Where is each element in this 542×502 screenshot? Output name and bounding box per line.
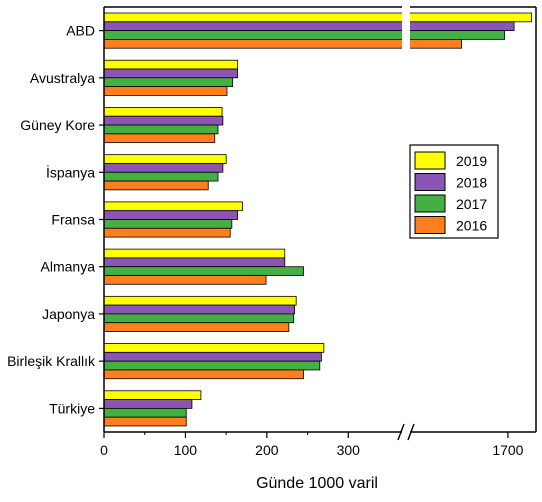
- y-tick-label: Avustralya: [30, 70, 95, 86]
- bar: [103, 322, 290, 332]
- bar: [103, 30, 505, 40]
- x-tick-label: 0: [100, 442, 108, 458]
- bar: [103, 219, 233, 229]
- bar: [103, 369, 304, 380]
- bar: [103, 107, 223, 117]
- bar: [103, 248, 286, 259]
- bar: [103, 68, 238, 79]
- bar: [103, 201, 243, 212]
- legend: 2019 2018 2017 2016: [409, 144, 499, 239]
- axis-break-marker: [397, 423, 405, 441]
- bar: [103, 399, 193, 409]
- x-tick-label: 300: [337, 442, 361, 458]
- y-tick-label: Japonya: [42, 306, 95, 322]
- bar: [103, 21, 515, 31]
- bar: [103, 416, 187, 427]
- bar: [103, 171, 219, 182]
- bar: [103, 313, 295, 324]
- legend-label: 2019: [456, 153, 487, 169]
- bar: [103, 275, 267, 285]
- bar: [103, 86, 228, 96]
- y-tick-label: Fransa: [51, 211, 95, 227]
- bar: [103, 343, 325, 353]
- bar: [103, 115, 224, 126]
- bar: [103, 390, 202, 400]
- bar: [103, 407, 187, 418]
- legend-label: 2017: [456, 196, 487, 212]
- bar: [103, 360, 321, 371]
- bar: [103, 154, 227, 164]
- bar: [103, 266, 304, 276]
- bar: [103, 59, 238, 70]
- legend-swatch: [414, 151, 446, 170]
- bar: [103, 210, 238, 220]
- y-tick-label: Almanya: [41, 259, 96, 275]
- bar: [103, 77, 234, 88]
- axes-layer: ABD Avustralya Güney Kore İspanya Fransa Alma…: [7, 6, 537, 458]
- legend-label: 2016: [456, 218, 487, 234]
- x-axis-title: Günde 1000 varil: [256, 475, 378, 492]
- axis-break-marker: [407, 423, 415, 441]
- y-tick-label: Güney Kore: [20, 117, 95, 133]
- bars-layer: [103, 7, 532, 427]
- bar: [103, 163, 224, 173]
- legend-label: 2018: [456, 175, 487, 191]
- y-tick-label: İspanya: [46, 163, 95, 180]
- x-tick-label: 1700: [492, 442, 523, 458]
- bar: [103, 124, 219, 135]
- axis-break-gap: [402, 7, 410, 52]
- bar: [103, 133, 216, 144]
- x-tick-label: 200: [255, 442, 279, 458]
- y-tick-label: ABD: [66, 23, 95, 39]
- x-tick-label: 100: [174, 442, 198, 458]
- y-tick-label: Türkiye: [49, 400, 95, 416]
- bar: [103, 227, 231, 238]
- bar: [103, 351, 322, 362]
- bar: [103, 180, 209, 191]
- legend-swatch: [414, 216, 446, 234]
- bar: [103, 257, 286, 268]
- legend-swatch: [414, 173, 446, 191]
- bar: [103, 304, 295, 315]
- bar: [103, 295, 297, 306]
- y-tick-label: Birleşik Krallık: [7, 353, 96, 369]
- legend-swatch: [414, 194, 446, 213]
- bar: [103, 12, 532, 23]
